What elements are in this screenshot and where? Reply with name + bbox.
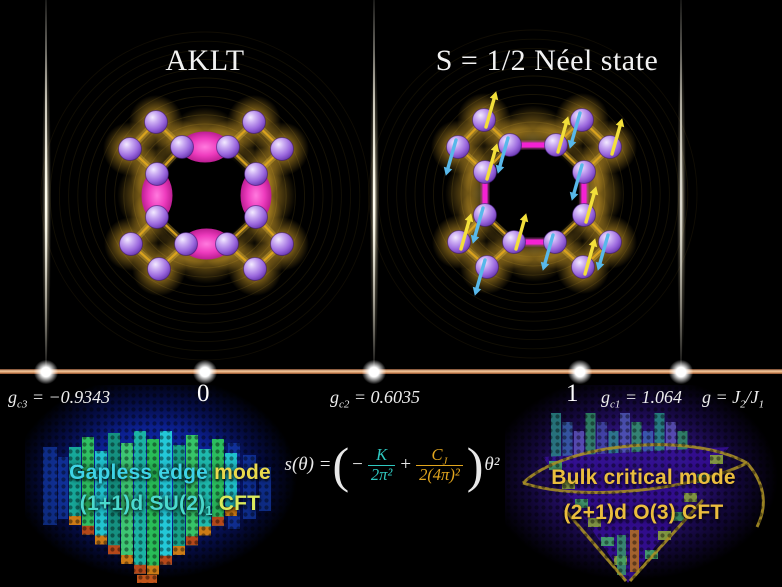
minus-sign: − bbox=[352, 454, 363, 476]
spin-site bbox=[242, 110, 266, 134]
neel-lattice-panel bbox=[368, 29, 698, 359]
axis-point-gc2 bbox=[362, 359, 386, 384]
spin-down-arrow bbox=[543, 233, 555, 265]
spin-site bbox=[147, 257, 171, 281]
edge-mode-heatmap bbox=[25, 385, 315, 587]
spin-sites bbox=[118, 110, 294, 281]
arrow-head bbox=[569, 191, 579, 201]
axis-label-one: 1 bbox=[566, 380, 579, 407]
arrow-head bbox=[495, 164, 505, 174]
spin-down-arrow bbox=[598, 233, 610, 265]
axis-label-zero: 0 bbox=[197, 380, 210, 407]
bulk-mode-label: Bulk critical mode bbox=[551, 466, 736, 489]
spin-up-arrow bbox=[583, 244, 595, 276]
cj-fraction: CJ 2(4π)² bbox=[416, 445, 463, 485]
spin-site bbox=[144, 110, 168, 134]
arrow-head bbox=[615, 118, 625, 128]
lattice-group bbox=[368, 29, 698, 359]
spin-site bbox=[270, 232, 294, 256]
spin-site bbox=[243, 257, 267, 281]
critical-string-gc1 bbox=[676, 0, 686, 372]
spin-site bbox=[270, 137, 294, 161]
spin-site bbox=[119, 232, 143, 256]
arrow-head bbox=[464, 213, 474, 223]
spin-site bbox=[244, 205, 268, 229]
axis-point-one bbox=[568, 359, 592, 384]
panel-title-neel-text: S = 1/2 Néel state bbox=[435, 44, 659, 77]
spin-site bbox=[170, 135, 194, 159]
arrow-head bbox=[472, 286, 482, 296]
bulk-cft-label: (2+1)d O(3) CFT bbox=[563, 501, 724, 524]
panel-title-aklt-text: AKLT bbox=[165, 44, 245, 77]
spin-down-arrow bbox=[475, 258, 487, 290]
spin-up-arrow bbox=[484, 97, 496, 129]
aklt-lattice-panel bbox=[40, 31, 370, 361]
theta-squared: θ² bbox=[484, 454, 500, 476]
arrow-head bbox=[588, 238, 598, 248]
bulk-mode-heatmap bbox=[505, 385, 782, 587]
axis-label-coupling-ratio: g = J2/J1 bbox=[702, 387, 765, 411]
spin-up-arrow bbox=[459, 219, 471, 251]
plus-sign: + bbox=[400, 454, 412, 476]
critical-string-gc3 bbox=[41, 0, 51, 372]
axis-point-gc1 bbox=[669, 359, 693, 384]
singlet-dimer bbox=[180, 131, 230, 163]
spin-site bbox=[118, 137, 142, 161]
spin-down-arrow bbox=[446, 138, 458, 170]
arrow-head bbox=[561, 116, 571, 126]
level-k-fraction: K 2π² bbox=[367, 445, 396, 485]
arrow-head bbox=[519, 213, 529, 223]
arrow-head bbox=[489, 91, 499, 101]
arrow-head bbox=[470, 234, 480, 244]
spin-site bbox=[145, 162, 169, 186]
edge-cft-label: (1+1)d SU(2)1 CFT bbox=[79, 492, 261, 519]
spin-down-arrow bbox=[473, 206, 485, 238]
panel-title-neel: S = 1/2 Néel state bbox=[372, 44, 722, 78]
coupling-axis bbox=[0, 369, 782, 374]
halftone-overlay bbox=[505, 385, 782, 587]
dark-core bbox=[139, 130, 271, 262]
spin-arrows bbox=[443, 91, 625, 296]
arrow-head bbox=[540, 261, 550, 271]
panel-title-aklt: AKLT bbox=[30, 44, 380, 78]
entropy-equation: s(θ) = ( − K 2π² + CJ 2(4π)² ) θ² bbox=[284, 437, 500, 494]
spin-site bbox=[216, 135, 240, 159]
spin-site bbox=[145, 205, 169, 229]
arrow-head bbox=[490, 143, 500, 153]
spin-down-arrow bbox=[572, 163, 584, 195]
spin-site bbox=[215, 232, 239, 256]
spin-down-arrow bbox=[570, 111, 582, 143]
axis-point-gc3 bbox=[34, 359, 58, 384]
arrow-head bbox=[595, 261, 605, 271]
arrow-head bbox=[589, 186, 599, 196]
edge-mode-label: Gapless edge mode bbox=[69, 461, 271, 484]
spin-up-arrow bbox=[556, 122, 568, 154]
critical-string-gc2 bbox=[369, 0, 379, 372]
spin-up-arrow bbox=[485, 149, 497, 181]
axis-point-zero bbox=[193, 359, 217, 384]
spin-up-arrow bbox=[584, 192, 596, 224]
spin-up-arrow bbox=[610, 124, 622, 156]
spin-down-arrow bbox=[498, 136, 510, 168]
arrow-head bbox=[443, 166, 453, 176]
spin-site bbox=[174, 232, 198, 256]
arrow-head bbox=[567, 139, 577, 149]
spin-up-arrow bbox=[514, 219, 526, 251]
axis-label-gc1: gc1 = 1.064 bbox=[601, 387, 683, 411]
axis-label-gc3: gc3 = −0.9343 bbox=[8, 387, 111, 411]
spin-site bbox=[244, 162, 268, 186]
axis-label-gc2: gc2 = 0.6035 bbox=[330, 387, 421, 411]
equation-lhs: s(θ) = bbox=[284, 454, 332, 476]
lattice-group bbox=[40, 31, 370, 361]
halftone-overlay bbox=[25, 385, 315, 587]
